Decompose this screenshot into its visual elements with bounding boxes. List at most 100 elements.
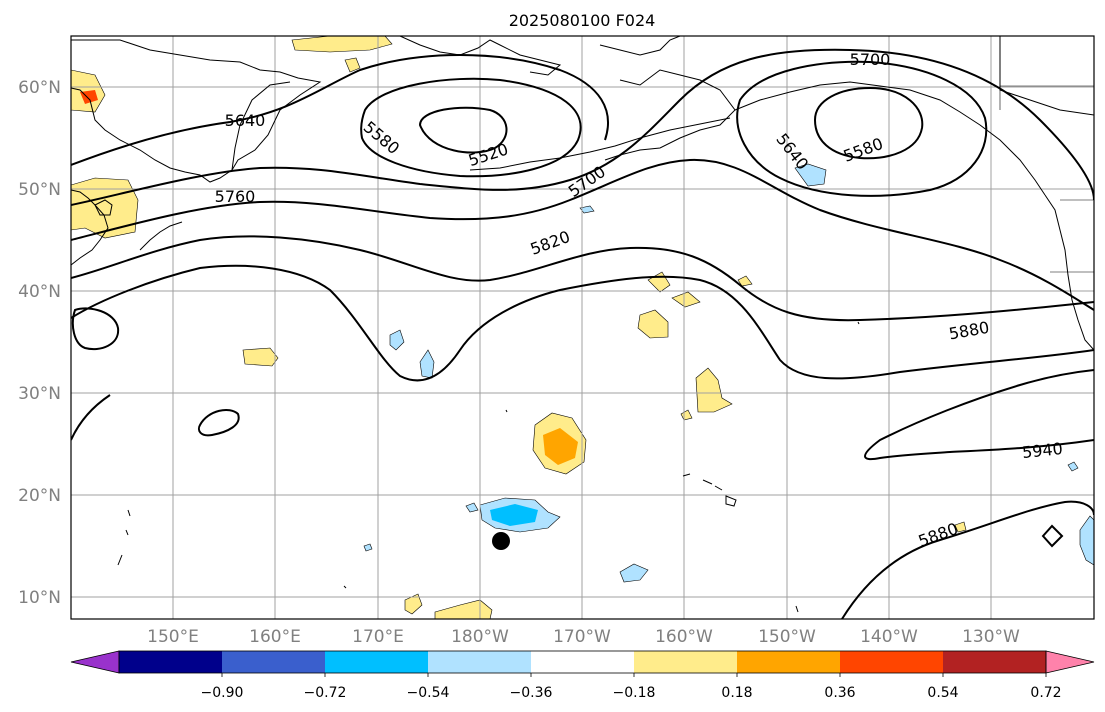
lon-label: 130°W xyxy=(962,627,1020,647)
contour-label: 5580 xyxy=(360,117,403,158)
anomaly-negative xyxy=(794,163,827,187)
lat-label: 10°N xyxy=(18,588,61,608)
coastlines xyxy=(71,36,1094,613)
colorbar-segment xyxy=(634,651,738,673)
coastline-aleutians xyxy=(469,117,731,171)
figure-title: 2025080100 F024 xyxy=(509,11,656,30)
lon-label: 140°W xyxy=(860,627,918,647)
anomaly-positive xyxy=(671,291,701,308)
coastline-kuril xyxy=(139,221,183,251)
contour-5760 xyxy=(71,158,1094,311)
negative-anomaly-areas xyxy=(363,163,1094,583)
anomaly-positive xyxy=(80,90,98,104)
contour-5580-west xyxy=(360,77,582,178)
anomaly-positive xyxy=(344,57,361,73)
contour-5880-loop xyxy=(71,307,120,350)
colorbar-segment xyxy=(840,651,944,673)
anomaly-positive xyxy=(637,309,669,339)
contour-label: 5700 xyxy=(850,50,891,69)
anomaly-negative xyxy=(419,349,435,379)
coastline-small-islands xyxy=(117,321,860,613)
contour-5520 xyxy=(418,106,508,154)
contour-5580-east xyxy=(813,86,924,160)
location-marker xyxy=(492,532,510,550)
colorbar-tick-label: −0.36 xyxy=(510,685,553,701)
contour-5820 xyxy=(71,235,1094,322)
lat-label: 40°N xyxy=(18,282,61,302)
contour-label: 5820 xyxy=(528,227,573,259)
lon-label: 170°W xyxy=(553,627,611,647)
anomaly-positive xyxy=(404,593,423,615)
colorbar: −0.90 −0.72 −0.54 −0.36 −0.18 0.18 0.36 0.54 0.7… xyxy=(70,650,1095,701)
coastline-north-america xyxy=(1044,194,1094,351)
contour-5640-east xyxy=(736,60,988,197)
contour-label: 5640 xyxy=(225,111,266,130)
colorbar-segment xyxy=(325,651,429,673)
map-area: 5640 5580 5520 5700 5640 5580 5760 5700 … xyxy=(71,36,1094,619)
coastline-alaska-west xyxy=(599,36,681,56)
anomaly-positive xyxy=(954,521,967,533)
coastline-hokkaido xyxy=(94,199,113,216)
contour-label: 5880 xyxy=(916,519,961,551)
colorbar-extend-low xyxy=(70,650,120,674)
lon-label: 150°E xyxy=(147,627,199,647)
lat-label: 50°N xyxy=(18,180,61,200)
colorbar-tick-label: 0.18 xyxy=(721,685,752,701)
coastline-hawaii xyxy=(682,473,737,507)
contour-label: 5880 xyxy=(947,318,990,344)
contour-label: 5760 xyxy=(215,187,256,206)
colorbar-segment xyxy=(428,651,532,673)
colorbar-segment xyxy=(943,651,1047,673)
coastline-japan xyxy=(71,189,109,266)
anomaly-negative xyxy=(1067,461,1079,472)
lon-label: 150°W xyxy=(758,627,816,647)
lon-label: 160°E xyxy=(249,627,301,647)
colorbar-frame xyxy=(118,650,1047,674)
lon-label: 180°W xyxy=(451,627,509,647)
coastline-chukotka xyxy=(399,36,562,76)
colorbar-tick-label: −0.72 xyxy=(304,685,347,701)
contour-small-se xyxy=(1041,524,1064,548)
colorbar-segment xyxy=(119,651,223,673)
colorbar-extend-high xyxy=(1045,650,1095,674)
contour-labels: 5640 5580 5520 5700 5640 5580 5760 5700 … xyxy=(215,50,1064,551)
coastline-alaska xyxy=(604,69,736,161)
contour-label: 5520 xyxy=(466,139,511,170)
coastline-canada xyxy=(999,36,1094,116)
graticule xyxy=(71,36,1094,619)
colorbar-tick-label: 0.54 xyxy=(927,685,958,701)
latitude-labels: 60°N 50°N 40°N 30°N 20°N 10°N xyxy=(18,78,61,608)
colorbar-segment xyxy=(531,651,635,673)
height-contours xyxy=(71,48,1094,619)
anomaly-positive xyxy=(71,177,139,239)
lat-label: 20°N xyxy=(18,486,61,506)
lat-label: 60°N xyxy=(18,78,61,98)
colorbar-segment xyxy=(222,651,326,673)
anomaly-negative xyxy=(619,563,649,583)
lat-label: 30°N xyxy=(18,384,61,404)
colorbar-tick-label: −0.54 xyxy=(407,685,450,701)
colorbar-segment xyxy=(737,651,841,673)
colorbar-tick-label: 0.72 xyxy=(1030,685,1061,701)
anomaly-negative xyxy=(389,329,405,351)
anomaly-positive xyxy=(434,599,493,619)
coastline-alaska-south xyxy=(734,81,1046,196)
coastline-kamchatka xyxy=(231,81,291,171)
longitude-labels: 150°E 160°E 170°E 180°W 170°W 160°W 150°… xyxy=(147,627,1020,647)
colorbar-tick-label: −0.18 xyxy=(613,685,656,701)
lon-label: 160°W xyxy=(655,627,713,647)
anomaly-positive xyxy=(647,271,671,293)
anomaly-negative xyxy=(579,205,595,214)
lon-label: 170°E xyxy=(352,627,404,647)
contour-label: 5700 xyxy=(565,162,609,201)
contour-label: 5940 xyxy=(1021,439,1063,462)
contour-label: 5580 xyxy=(841,134,886,166)
contour-5880-south xyxy=(71,394,111,441)
anomaly-negative xyxy=(490,504,538,526)
anomaly-positive xyxy=(543,428,578,465)
map-frame xyxy=(70,35,1095,620)
contour-5880-se xyxy=(841,500,1094,619)
anomaly-negative xyxy=(465,502,479,513)
contour-5700 xyxy=(71,48,1094,206)
